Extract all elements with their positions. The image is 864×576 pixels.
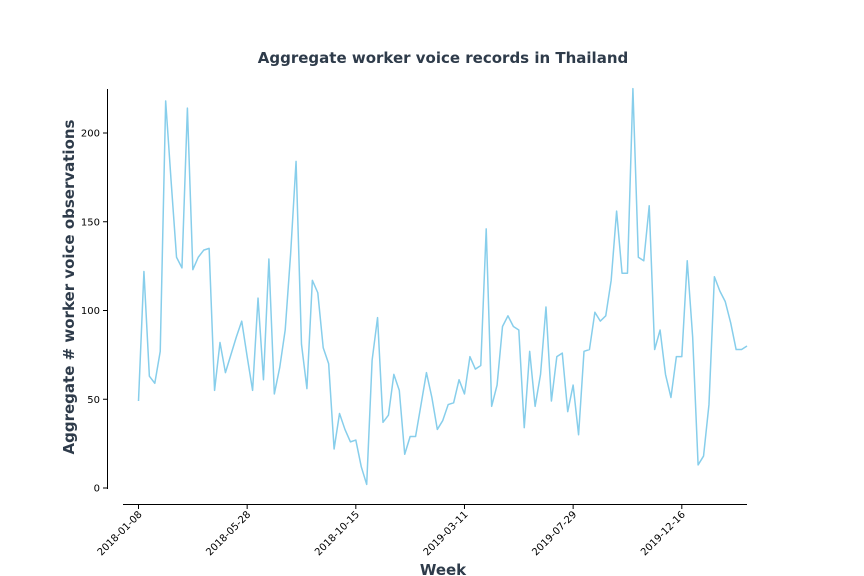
x-tick-label: 2018-05-28 bbox=[204, 509, 253, 558]
chart-title: Aggregate worker voice records in Thaila… bbox=[258, 49, 628, 67]
y-tick-label: 100 bbox=[81, 306, 100, 317]
x-tick-label: 2019-03-11 bbox=[422, 509, 471, 558]
y-axis-title: Aggregate # worker voice observations bbox=[60, 119, 78, 454]
x-tick-label: 2018-10-15 bbox=[313, 509, 362, 558]
x-tick-label: 2019-07-29 bbox=[530, 509, 579, 558]
y-axis-ticks: 0 50 100 150 200 bbox=[81, 129, 108, 495]
y-tick-label: 50 bbox=[87, 395, 100, 406]
y-tick-label: 200 bbox=[81, 129, 100, 140]
y-tick-label: 0 bbox=[94, 484, 100, 495]
x-tick-label: 2018-01-08 bbox=[96, 509, 145, 558]
y-tick-label: 150 bbox=[81, 217, 100, 228]
x-axis-title: Week bbox=[420, 561, 467, 576]
x-axis-ticks: 2018-01-08 2018-05-28 2018-10-15 2019-03-11… bbox=[96, 504, 688, 558]
x-tick-label: 2019-12-16 bbox=[639, 509, 688, 558]
series-line bbox=[137, 87, 748, 486]
